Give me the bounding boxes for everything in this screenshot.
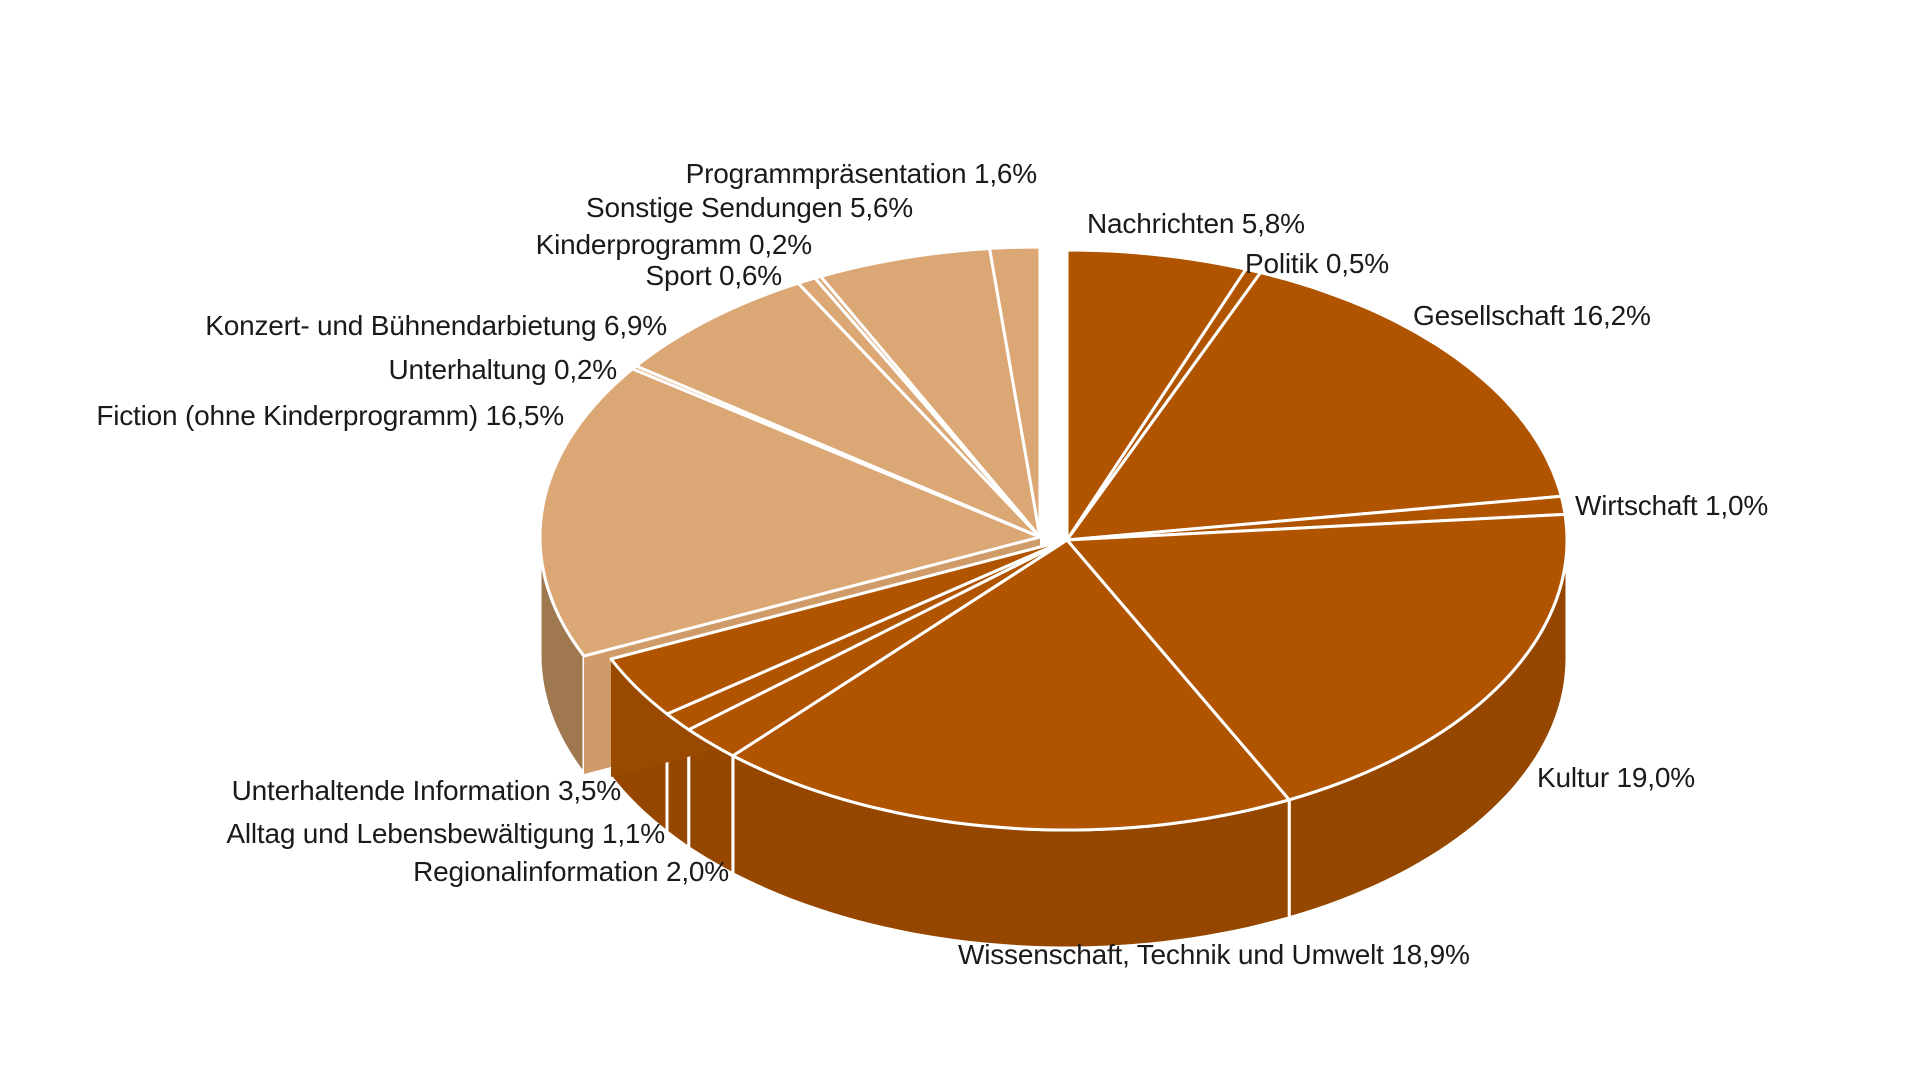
label-sport: Sport 0,6% (645, 260, 782, 291)
slice-fiction-ohne-kinderprogramm- (538, 367, 1042, 658)
slice-gesellschaft (1065, 271, 1563, 542)
label-unterhaltung: Unterhaltung 0,2% (388, 354, 617, 385)
slice-konzert-und-bühnendarbietung (634, 281, 1042, 539)
label-regionalinformation: Regionalinformation 2,0% (413, 856, 729, 887)
slice-wissenschaft-technik-und-umwelt (731, 538, 1291, 832)
label-nachrichten: Nachrichten 5,8% (1087, 208, 1305, 239)
label-programmpraesentation: Programmpräsentation 1,6% (685, 158, 1038, 189)
slice-sonstige-sendungen (819, 247, 1042, 539)
slice-kultur (1065, 512, 1569, 802)
label-kultur: Kultur 19,0% (1537, 762, 1695, 793)
label-unterhaltende-information: Unterhaltende Information 3,5% (231, 775, 622, 806)
label-kinderprogramm: Kinderprogramm 0,2% (535, 229, 813, 260)
label-konzert: Konzert- und Bühnendarbietung 6,9% (205, 310, 667, 341)
label-politik: Politik 0,5% (1245, 248, 1389, 279)
slice-unterhaltende-information (609, 538, 1069, 716)
label-wirtschaft: Wirtschaft 1,0% (1575, 490, 1769, 521)
label-gesellschaft: Gesellschaft 16,2% (1413, 300, 1651, 331)
pie-tops (538, 245, 1569, 832)
slice-nachrichten (1065, 248, 1248, 542)
label-wissenschaft: Wissenschaft, Technik und Umwelt 18,9% (958, 939, 1470, 970)
label-alltag: Alltag und Lebensbewältigung 1,1% (226, 818, 665, 849)
label-fiction: Fiction (ohne Kinderprogramm) 16,5% (96, 400, 564, 431)
label-sonstige-sendungen: Sonstige Sendungen 5,6% (586, 192, 913, 223)
slice-programmpräsentation (988, 245, 1042, 539)
